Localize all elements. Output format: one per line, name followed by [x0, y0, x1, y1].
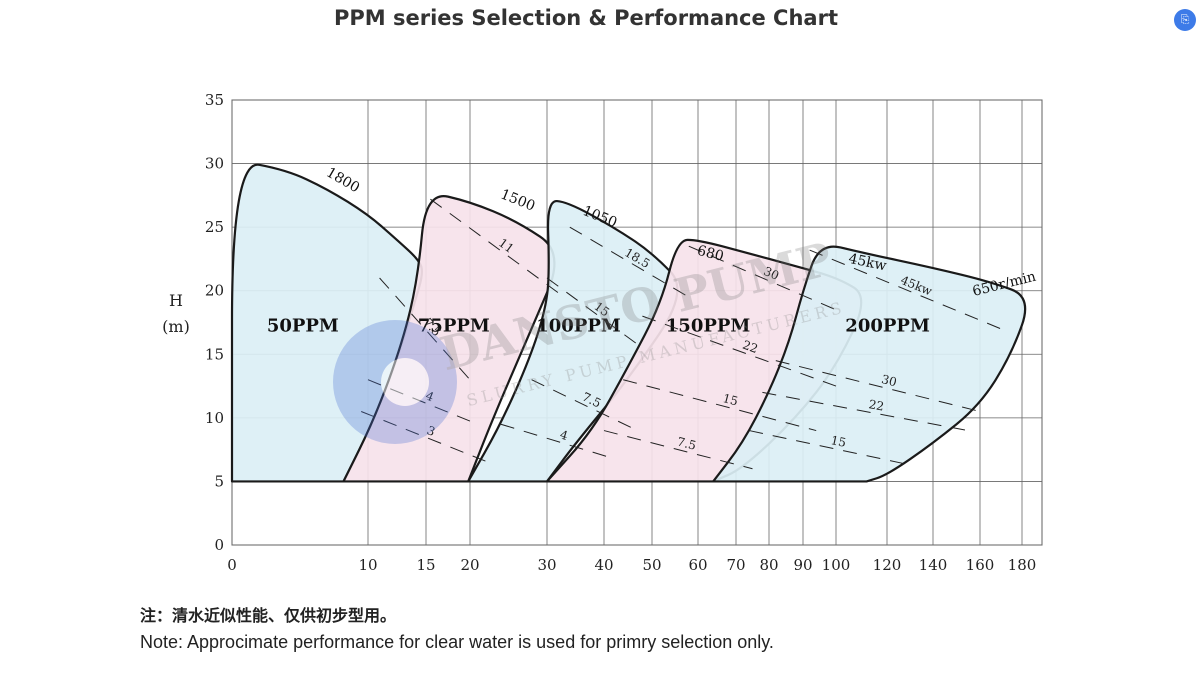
note-english: Note: Approcimate performance for clear … [140, 632, 774, 652]
power-label: 15 [830, 433, 848, 450]
y-tick-label: 30 [205, 155, 224, 173]
x-tick-label: 20 [460, 556, 479, 574]
x-tick-label: 0 [227, 556, 237, 574]
power-line [430, 198, 565, 298]
note-chinese: 注：清水近似性能、仅供初步型用。 [140, 606, 397, 625]
y-tick-label: 25 [205, 218, 224, 236]
power-label: 30 [880, 372, 898, 389]
x-tick-label: 180 [1008, 556, 1037, 574]
power-label: 30 [762, 264, 782, 283]
power-line [688, 245, 837, 311]
power-label: 15 [721, 391, 739, 408]
x-tick-label: 80 [759, 556, 778, 574]
power-line [623, 379, 817, 432]
x-tick-label: 160 [966, 556, 995, 574]
power-label: 22 [868, 397, 886, 414]
speed-label: 680 [695, 243, 725, 265]
x-tick-label: 140 [919, 556, 948, 574]
x-tick-label: 100 [822, 556, 851, 574]
x-tick-label: 60 [688, 556, 707, 574]
power-line [749, 430, 911, 466]
x-tick-label: 70 [726, 556, 745, 574]
power-label: 7.5 [676, 435, 698, 453]
power-line [603, 430, 753, 470]
region-75ppm [342, 195, 556, 483]
chart-regions: 50PPM 75PPM 100PPM 150PPM 200PPM [230, 163, 1027, 483]
power-line [546, 277, 643, 349]
power-line [500, 423, 614, 460]
y-tick-label: 10 [205, 409, 224, 427]
x-tick-label: 90 [793, 556, 812, 574]
y-axis-label: (m) [162, 317, 190, 336]
y-tick-label: 35 [205, 91, 224, 109]
power-line [809, 249, 1002, 330]
power-line [531, 379, 638, 432]
y-tick-label: 5 [214, 472, 224, 490]
region-label: 75PPM [418, 315, 490, 336]
x-tick-label: 40 [594, 556, 613, 574]
y-tick-label: 15 [205, 345, 224, 363]
y-axis-label: H [169, 291, 183, 310]
speed-label: 45kw [847, 251, 888, 275]
region-label: 50PPM [267, 315, 339, 336]
region-label: 150PPM [666, 315, 751, 336]
copy-icon[interactable]: ⎘ [1174, 9, 1196, 31]
x-tick-label: 50 [642, 556, 661, 574]
x-tick-label: 120 [873, 556, 902, 574]
region-label: 200PPM [845, 315, 930, 336]
x-tick-label: 15 [416, 556, 435, 574]
x-tick-label: 30 [537, 556, 556, 574]
power-label: 22 [741, 338, 760, 356]
y-tick-label: 20 [205, 282, 224, 300]
chart-title: PPM series Selection & Performance Chart [334, 6, 838, 30]
x-tick-label: 10 [358, 556, 377, 574]
y-tick-label: 0 [214, 536, 224, 554]
watermark-logo [333, 320, 457, 444]
region-200ppm [712, 245, 1027, 483]
power-line [775, 360, 981, 412]
region-label: 100PPM [536, 315, 621, 336]
watermark-logo [381, 358, 429, 406]
power-label: 4 [558, 427, 570, 443]
power-line [642, 315, 837, 387]
power-line [367, 379, 478, 425]
power-line [762, 391, 969, 432]
chart-axes: 0 5 10 15 20 25 30 35 0 10 15 20 30 40 50 60 70 80 90 100 12… [162, 91, 1036, 574]
